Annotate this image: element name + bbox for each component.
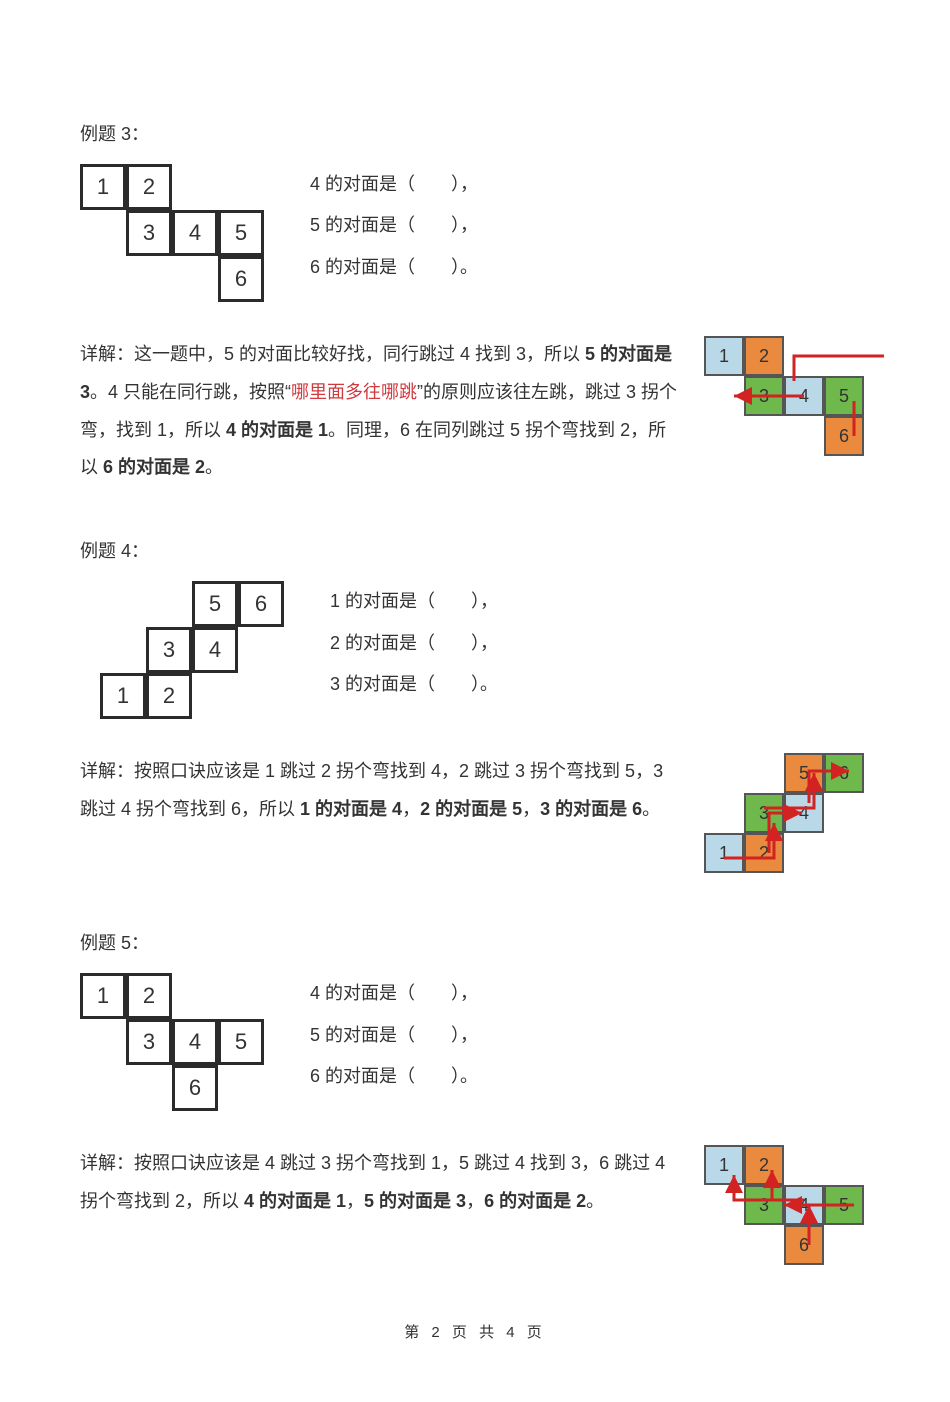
net-cell-4: 4 [172, 210, 218, 256]
example5-questions: 4 的对面是（ ），5 的对面是（ ），6 的对面是（ ）。 [310, 973, 478, 1097]
net-cell-6: 6 [824, 753, 864, 793]
example4-solution: 详解：按照口诀应该是 1 跳过 2 拐个弯找到 4，2 跳过 3 拐个弯找到 5… [80, 753, 684, 829]
net-cell-3: 3 [744, 376, 784, 416]
question-line: 4 的对面是（ ）， [310, 973, 478, 1014]
net-cell-1: 1 [100, 673, 146, 719]
net-cell-3: 3 [146, 627, 192, 673]
net-cell-5: 5 [192, 581, 238, 627]
example5-solution: 详解：按照口诀应该是 4 跳过 3 拐个弯找到 1，5 跳过 4 找到 3，6 … [80, 1145, 684, 1221]
question-line: 4 的对面是（ ）， [310, 164, 478, 205]
net-cell-1: 1 [704, 833, 744, 873]
net-cell-6: 6 [824, 416, 864, 456]
net-cell-3: 3 [744, 1185, 784, 1225]
net-cell-4: 4 [784, 376, 824, 416]
net-cell-6: 6 [238, 581, 284, 627]
net-cell-1: 1 [80, 164, 126, 210]
net-cell-5: 5 [218, 210, 264, 256]
net-cell-3: 3 [126, 1019, 172, 1065]
net-cell-2: 2 [744, 1145, 784, 1185]
example5-title: 例题 5： [80, 929, 870, 955]
example3-title: 例题 3： [80, 120, 870, 146]
net-cell-5: 5 [218, 1019, 264, 1065]
net-cell-6: 6 [218, 256, 264, 302]
page-footer: 第 2 页 共 4 页 [80, 1321, 870, 1342]
net-cell-4: 4 [172, 1019, 218, 1065]
example3-net: 123456 [80, 164, 270, 308]
question-line: 1 的对面是（ ）， [330, 581, 498, 622]
question-line: 3 的对面是（ ）。 [330, 664, 498, 705]
question-line: 2 的对面是（ ）， [330, 623, 498, 664]
example3-solution-net: 123456 [704, 336, 870, 462]
example4-net: 563412 [100, 581, 290, 725]
net-cell-2: 2 [744, 336, 784, 376]
net-cell-2: 2 [126, 164, 172, 210]
example3-solution: 详解：这一题中，5 的对面比较好找，同行跳过 4 找到 3，所以 5 的对面是 … [80, 336, 684, 487]
net-cell-3: 3 [744, 793, 784, 833]
question-line: 6 的对面是（ ）。 [310, 1056, 478, 1097]
net-cell-1: 1 [704, 336, 744, 376]
net-cell-3: 3 [126, 210, 172, 256]
net-cell-2: 2 [126, 973, 172, 1019]
example5-solution-net: 123456 [704, 1145, 870, 1271]
example4-title: 例题 4： [80, 537, 870, 563]
example4-solution-net: 563412 [704, 753, 870, 879]
example5-net: 123456 [80, 973, 270, 1117]
net-cell-2: 2 [146, 673, 192, 719]
net-cell-4: 4 [192, 627, 238, 673]
question-line: 6 的对面是（ ）。 [310, 247, 478, 288]
net-cell-1: 1 [80, 973, 126, 1019]
net-cell-2: 2 [744, 833, 784, 873]
net-cell-5: 5 [824, 1185, 864, 1225]
net-cell-4: 4 [784, 1185, 824, 1225]
net-cell-6: 6 [172, 1065, 218, 1111]
net-cell-5: 5 [784, 753, 824, 793]
net-cell-5: 5 [824, 376, 864, 416]
question-line: 5 的对面是（ ）， [310, 205, 478, 246]
example4-questions: 1 的对面是（ ），2 的对面是（ ），3 的对面是（ ）。 [330, 581, 498, 705]
net-cell-1: 1 [704, 1145, 744, 1185]
net-cell-4: 4 [784, 793, 824, 833]
example3-questions: 4 的对面是（ ），5 的对面是（ ），6 的对面是（ ）。 [310, 164, 478, 288]
net-cell-6: 6 [784, 1225, 824, 1265]
question-line: 5 的对面是（ ）， [310, 1015, 478, 1056]
